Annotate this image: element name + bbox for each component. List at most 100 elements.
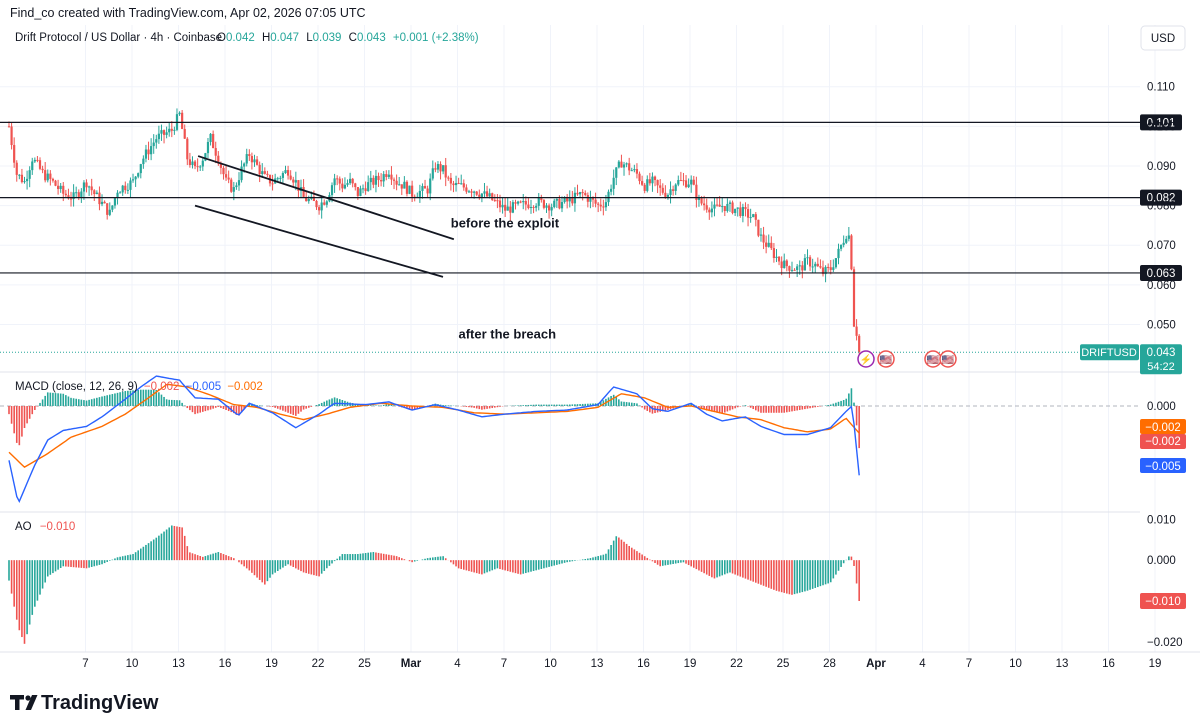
candle[interactable]: [349, 172, 352, 185]
candle[interactable]: [346, 179, 349, 187]
candle[interactable]: [392, 177, 396, 190]
candle[interactable]: [584, 190, 587, 197]
candle[interactable]: [317, 204, 321, 215]
candle[interactable]: [361, 184, 365, 194]
candle[interactable]: [501, 196, 504, 214]
tradingview-logo[interactable]: TradingView: [10, 692, 159, 714]
candle[interactable]: [617, 160, 620, 169]
candle[interactable]: [51, 177, 55, 183]
candle[interactable]: [454, 175, 458, 192]
candle[interactable]: [436, 161, 440, 174]
candle[interactable]: [204, 152, 207, 162]
candle[interactable]: [597, 202, 600, 213]
candle[interactable]: [240, 160, 243, 183]
candle[interactable]: [444, 157, 447, 187]
candle[interactable]: [439, 161, 442, 180]
candle[interactable]: [765, 235, 768, 254]
candle[interactable]: [108, 202, 111, 217]
candle[interactable]: [302, 179, 305, 198]
candle[interactable]: [88, 185, 91, 196]
candle[interactable]: [261, 163, 264, 178]
candle[interactable]: [168, 121, 171, 137]
candle[interactable]: [147, 141, 150, 161]
candle[interactable]: [245, 148, 248, 167]
candle[interactable]: [754, 212, 757, 227]
candle[interactable]: [460, 174, 463, 185]
candle[interactable]: [677, 175, 680, 187]
candle[interactable]: [687, 178, 690, 189]
candle[interactable]: [589, 190, 592, 209]
candle[interactable]: [801, 261, 804, 279]
candle[interactable]: [98, 186, 101, 211]
candle[interactable]: [573, 187, 577, 212]
candle[interactable]: [757, 219, 760, 238]
candle[interactable]: [609, 184, 613, 196]
candle[interactable]: [692, 175, 695, 186]
candle[interactable]: [728, 200, 732, 212]
candle[interactable]: [470, 188, 473, 198]
candle[interactable]: [237, 172, 241, 191]
candle[interactable]: [351, 177, 354, 188]
candle[interactable]: [814, 261, 817, 274]
candle[interactable]: [467, 189, 471, 193]
candle[interactable]: [615, 167, 618, 186]
candle[interactable]: [421, 183, 424, 199]
candle[interactable]: [377, 172, 380, 187]
candle[interactable]: [852, 266, 856, 328]
candle[interactable]: [504, 197, 507, 217]
candle[interactable]: [323, 199, 326, 206]
candle[interactable]: [713, 197, 716, 217]
candle[interactable]: [832, 259, 835, 273]
ao-legend[interactable]: AO −0.010: [15, 521, 75, 533]
candle[interactable]: [178, 111, 181, 116]
candle[interactable]: [369, 170, 372, 191]
candle[interactable]: [560, 196, 564, 213]
candle[interactable]: [44, 162, 47, 183]
candle[interactable]: [842, 235, 845, 248]
candle[interactable]: [744, 202, 747, 217]
candle[interactable]: [625, 162, 628, 168]
candle[interactable]: [630, 167, 633, 172]
macd-pane[interactable]: [0, 375, 1140, 504]
candle[interactable]: [137, 172, 140, 179]
candle[interactable]: [816, 257, 819, 268]
event-marker-lightning[interactable]: ⚡: [857, 350, 875, 368]
candle[interactable]: [697, 194, 701, 207]
candle[interactable]: [359, 185, 362, 197]
candle[interactable]: [382, 171, 385, 187]
candle[interactable]: [199, 165, 202, 172]
candle[interactable]: [643, 182, 646, 194]
macd-line[interactable]: [8, 375, 860, 504]
candle[interactable]: [15, 160, 18, 182]
candle[interactable]: [641, 175, 644, 187]
candle[interactable]: [431, 160, 434, 181]
candle[interactable]: [418, 184, 421, 203]
currency-button[interactable]: [1140, 25, 1186, 51]
candle[interactable]: [106, 203, 109, 220]
candle[interactable]: [516, 200, 520, 206]
candle[interactable]: [162, 129, 166, 144]
candle[interactable]: [333, 173, 336, 193]
candle[interactable]: [201, 157, 204, 171]
candle[interactable]: [160, 124, 163, 141]
candle[interactable]: [519, 200, 522, 204]
candle[interactable]: [90, 178, 93, 196]
candle[interactable]: [82, 180, 86, 200]
candle[interactable]: [165, 126, 168, 139]
symbol-line[interactable]: Drift Protocol / US Dollar · 4h · Coinba…: [15, 32, 222, 44]
candle[interactable]: [56, 179, 60, 195]
candle[interactable]: [622, 161, 626, 176]
candle[interactable]: [746, 203, 750, 227]
candle[interactable]: [690, 175, 693, 193]
candle[interactable]: [20, 168, 24, 184]
candle[interactable]: [736, 207, 739, 217]
candle[interactable]: [739, 201, 742, 218]
candle[interactable]: [834, 258, 838, 269]
candle[interactable]: [821, 260, 825, 277]
candle[interactable]: [131, 173, 135, 183]
candle[interactable]: [320, 197, 323, 219]
candle[interactable]: [354, 182, 357, 191]
candle[interactable]: [656, 179, 659, 194]
candle[interactable]: [827, 263, 830, 272]
candle[interactable]: [726, 198, 729, 213]
